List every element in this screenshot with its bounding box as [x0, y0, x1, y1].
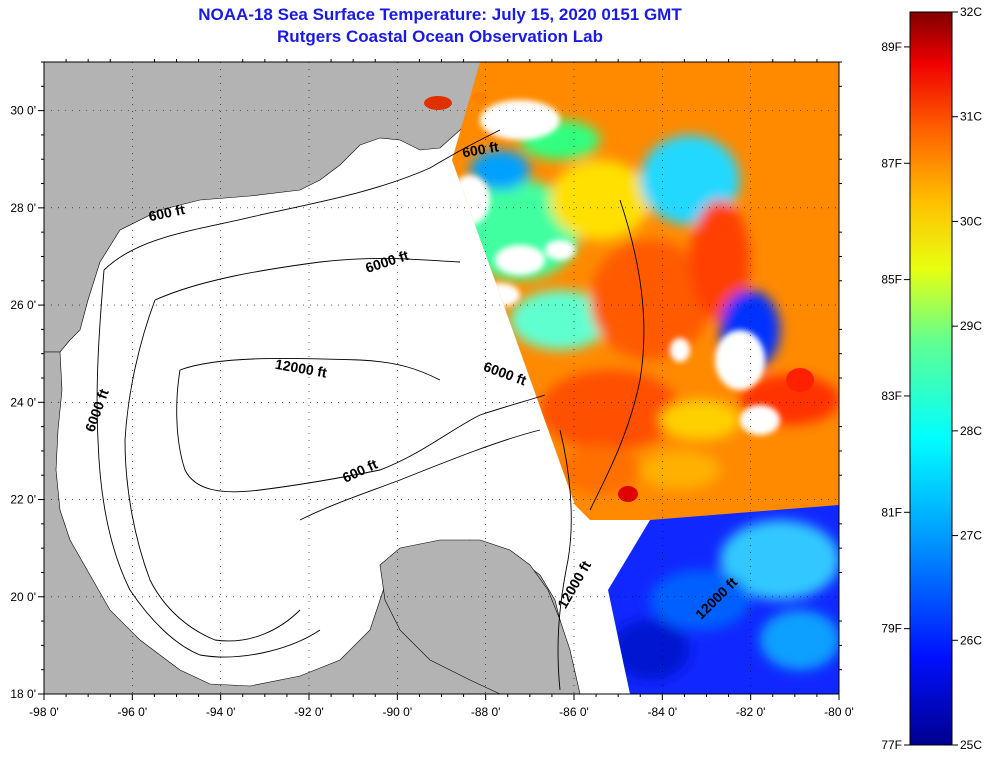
contour-600ft-north	[103, 129, 501, 271]
lon-tick-label: -92 0'	[294, 705, 324, 719]
cb-fahrenheit-label: 87F	[881, 156, 902, 170]
lat-tick-label: 28 0'	[10, 201, 36, 215]
lon-tick-label: -84 0'	[648, 705, 678, 719]
bathymetry-contours	[96, 129, 645, 691]
longitude-axis: -98 0' -96 0' -94 0' -92 0' -90 0' -88 0' -86 …	[29, 59, 854, 719]
colorbar-gradient	[909, 11, 953, 746]
lat-tick-label: 22 0'	[10, 493, 36, 507]
contour-east-12000	[557, 429, 572, 691]
colorbar-celsius-labels: 32C 31C 30C 29C 28C 27C 26C 25C	[952, 5, 982, 752]
lon-tick-label: -82 0'	[736, 705, 766, 719]
latitude-axis: 18 0' 20 0' 22 0' 24 0' 26 0' 28 0' 30 0'	[10, 61, 842, 701]
cb-celsius-label: 28C	[960, 424, 982, 438]
contour-label: 600 ft	[147, 201, 186, 224]
lon-tick-label: -88 0'	[471, 705, 501, 719]
lat-tick-label: 20 0'	[10, 590, 36, 604]
cb-celsius-label: 27C	[960, 529, 982, 543]
lat-tick-label: 18 0'	[10, 687, 36, 701]
lon-tick-label: -98 0'	[29, 705, 59, 719]
warm-patches	[424, 92, 814, 502]
contour-12000ft	[176, 357, 546, 493]
sst-swath-south	[608, 505, 839, 694]
contour-label: 600 ft	[461, 138, 500, 160]
colorbar-fahrenheit-labels: 89F 87F 85F 83F 81F 79F 77F	[881, 40, 910, 752]
lat-tick-label: 26 0'	[10, 298, 36, 312]
title-line-2: Rutgers Coastal Ocean Observation Lab	[277, 27, 603, 46]
map-title: NOAA-18 Sea Surface Temperature: July 15…	[0, 4, 880, 48]
lat-tick-label: 30 0'	[10, 104, 36, 118]
contour-600ft-south	[299, 429, 541, 521]
cb-celsius-label: 25C	[960, 738, 982, 752]
cb-fahrenheit-label: 79F	[881, 622, 902, 636]
land-yucatan	[379, 539, 581, 694]
lon-tick-label: -94 0'	[206, 705, 236, 719]
contour-florida-shelf	[589, 199, 645, 511]
graticule	[44, 62, 839, 694]
title-line-1: NOAA-18 Sea Surface Temperature: July 15…	[198, 5, 682, 24]
contour-600ft-west	[96, 269, 321, 658]
cb-celsius-label: 31C	[960, 110, 982, 124]
cb-fahrenheit-label: 89F	[881, 40, 902, 54]
lon-tick-label: -80 0'	[824, 705, 854, 719]
cb-celsius-label: 30C	[960, 214, 982, 228]
cb-fahrenheit-label: 77F	[881, 738, 902, 752]
lat-tick-label: 24 0'	[10, 395, 36, 409]
cb-celsius-label: 26C	[960, 633, 982, 647]
cb-fahrenheit-label: 85F	[881, 273, 902, 287]
lon-tick-label: -86 0'	[559, 705, 589, 719]
contour-6000ft-outer	[124, 257, 461, 642]
lon-tick-label: -90 0'	[383, 705, 413, 719]
cb-celsius-label: 32C	[960, 5, 982, 19]
colorbar: 32C 31C 30C 29C 28C 27C 26C 25C 89F 87F 85F 83F 81F…	[881, 5, 982, 752]
cb-celsius-label: 29C	[960, 319, 982, 333]
cb-fahrenheit-label: 81F	[881, 505, 902, 519]
cb-fahrenheit-label: 83F	[881, 389, 902, 403]
lon-tick-label: -96 0'	[118, 705, 148, 719]
